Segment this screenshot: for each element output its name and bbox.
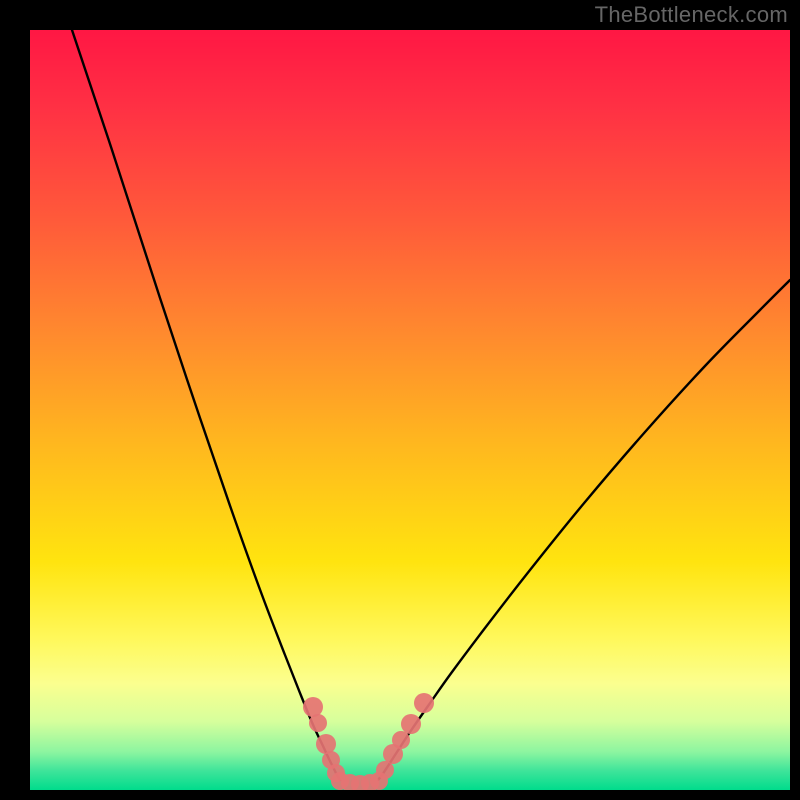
marker-right-4	[414, 693, 434, 713]
curve-left	[72, 30, 340, 780]
frame-border-bottom	[0, 790, 800, 800]
marker-left-1	[309, 714, 327, 732]
frame-border-left	[0, 0, 30, 800]
curve-right	[378, 280, 790, 780]
marker-left-0	[303, 697, 323, 717]
marker-left-2	[316, 734, 336, 754]
curve-layer	[30, 30, 790, 790]
marker-right-2	[392, 731, 410, 749]
plot-area	[30, 30, 790, 790]
marker-bottom-4	[370, 772, 388, 790]
watermark-text: TheBottleneck.com	[595, 2, 788, 28]
marker-right-3	[401, 714, 421, 734]
frame-border-right	[790, 0, 800, 800]
